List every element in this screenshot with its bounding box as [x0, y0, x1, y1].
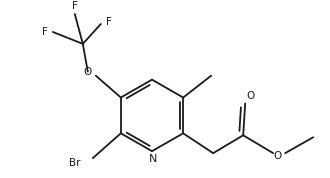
Text: F: F — [106, 17, 112, 27]
Text: O: O — [84, 67, 92, 77]
Text: N: N — [149, 154, 157, 164]
Text: O: O — [273, 151, 281, 161]
Text: Br: Br — [69, 158, 81, 168]
Text: F: F — [72, 1, 78, 11]
Text: F: F — [42, 27, 48, 37]
Text: O: O — [246, 91, 254, 101]
